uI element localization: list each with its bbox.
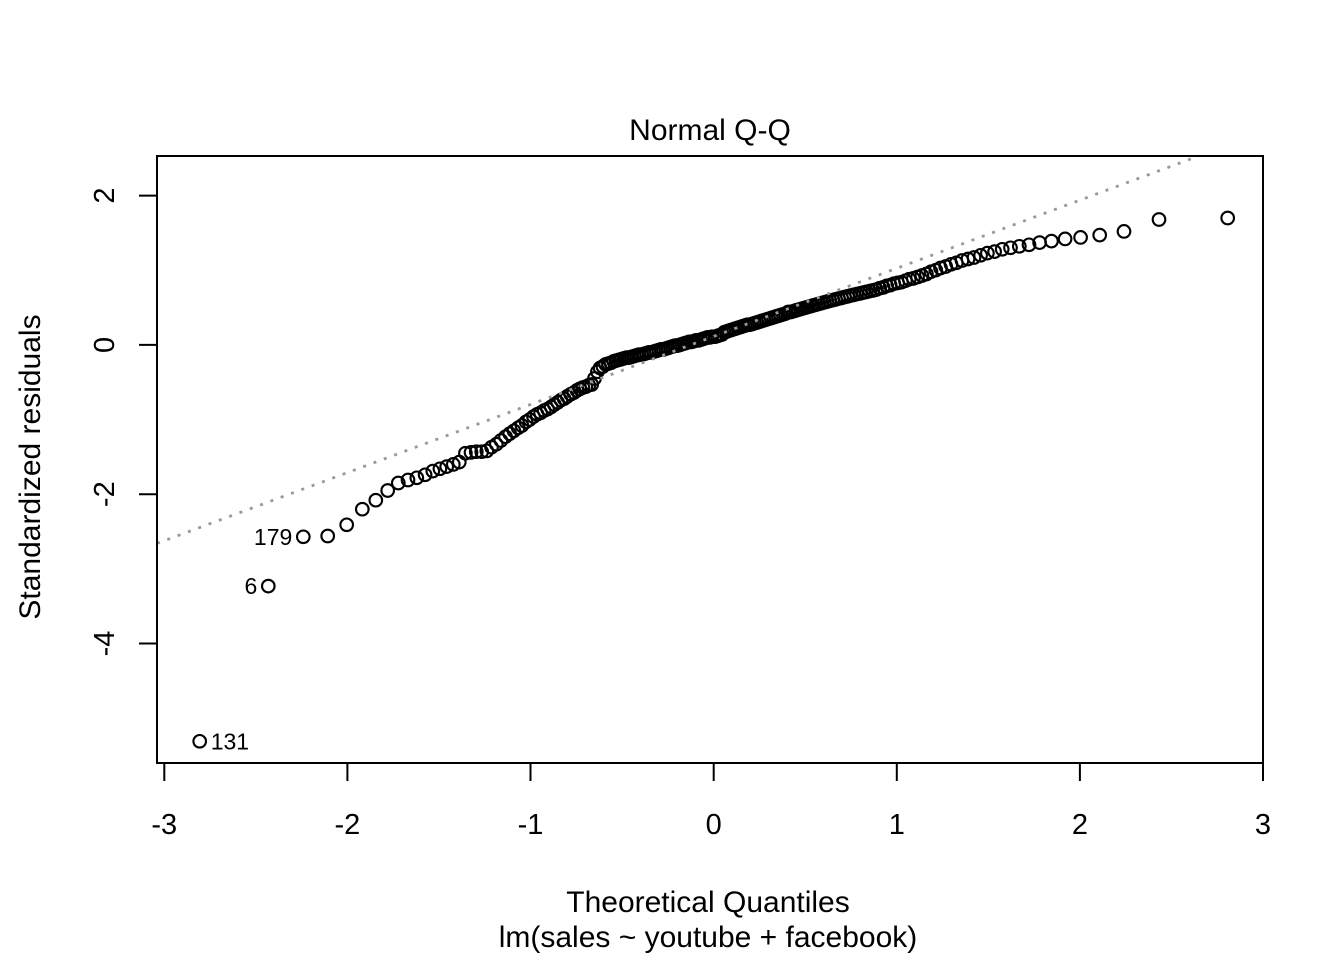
chart-title: Normal Q-Q [629,114,791,147]
x-axis-tick-label: 2 [1072,809,1088,841]
data-point [980,245,995,261]
outlier-label: 131 [211,728,249,754]
reference-line [156,154,1200,545]
data-point [339,517,355,533]
data-point [468,444,484,460]
y-axis-tick-label: -2 [89,481,121,507]
data-point [1003,240,1018,256]
data-point [458,445,473,461]
data-point [1011,238,1027,254]
data-point [400,472,416,488]
data-point [994,241,1010,257]
x-axis-subtitle: lm(sales ~ youtube + facebook) [499,921,918,954]
x-axis-tick-label: 1 [889,809,905,841]
x-axis-tick-label: -2 [335,809,361,841]
y-axis-tick-label: 2 [89,188,121,204]
data-point [368,492,384,508]
data-point [295,529,311,545]
x-axis-tick-label: -1 [518,809,544,841]
data-point [1021,237,1037,253]
data-point [1220,210,1236,226]
y-axis-tick-label: -4 [89,631,121,657]
data-point [973,247,988,263]
data-point [354,501,370,517]
plot-box [156,155,1264,764]
data-point [409,470,425,486]
y-axis-tick-label: 0 [89,337,121,353]
data-point [380,483,396,498]
data-point [390,475,406,491]
data-point [260,578,276,594]
data-point [320,528,336,544]
x-axis-tick-label: -3 [151,809,177,841]
data-point [1116,224,1132,239]
x-axis-tick-label: 0 [706,809,722,841]
data-point [192,733,208,749]
x-axis-title: Theoretical Quantiles [566,886,849,919]
x-axis-tick-label: 3 [1255,809,1271,841]
outlier-label: 6 [245,573,258,599]
data-point [1057,231,1073,247]
data-point [439,459,455,474]
data-point [417,467,433,483]
data-point [1092,227,1108,243]
data-point [425,463,441,479]
data-point [1044,233,1059,249]
data-point [463,445,479,460]
y-axis-title: Standardized residuals [14,314,47,619]
data-point [432,461,448,477]
data-point [966,250,982,265]
data-point [1073,230,1088,245]
data-point [987,244,1002,259]
outlier-label: 179 [254,524,292,550]
data-point [1151,212,1167,227]
